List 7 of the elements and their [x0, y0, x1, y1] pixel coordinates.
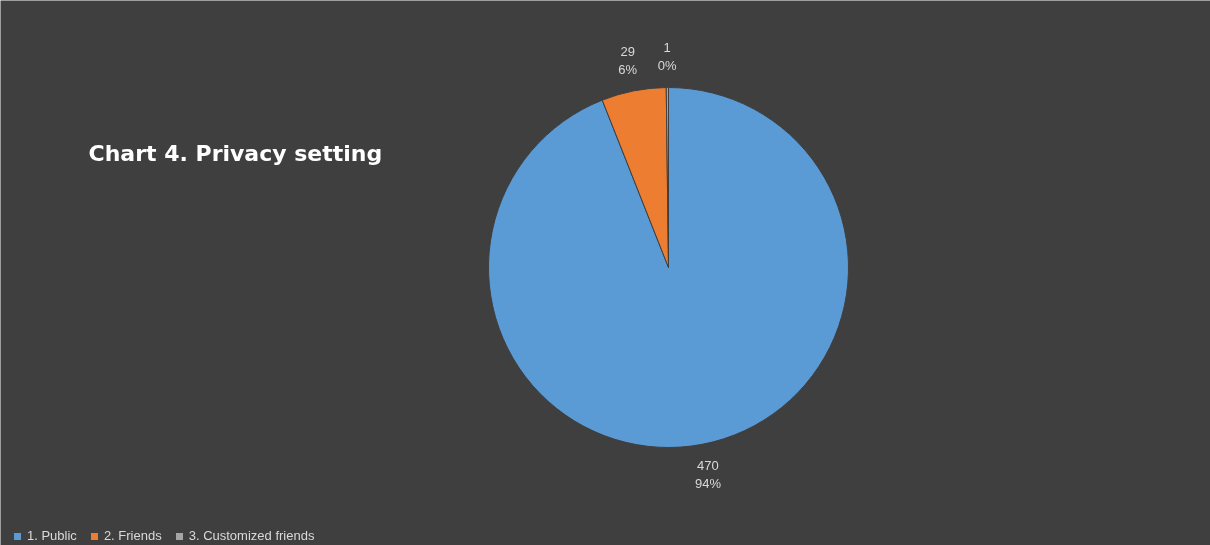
legend-label: 1. Public: [27, 528, 77, 543]
data-label: 470 94%: [694, 457, 722, 491]
data-label: 29 6%: [618, 44, 638, 78]
data-label: 1 0%: [657, 40, 678, 74]
text: Chart 4. Privacy setting: [88, 141, 383, 166]
legend-label: 2. Friends: [103, 528, 162, 543]
legend-label: 3. Customized friends: [188, 528, 315, 543]
